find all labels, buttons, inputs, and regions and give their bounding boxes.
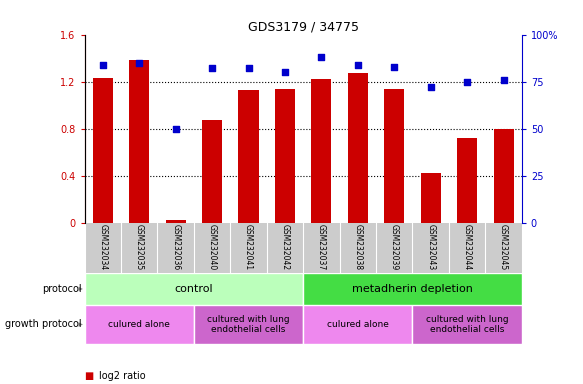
Bar xyxy=(129,60,149,223)
Text: GSM232039: GSM232039 xyxy=(390,224,399,270)
Title: GDS3179 / 34775: GDS3179 / 34775 xyxy=(248,20,359,33)
Text: GSM232037: GSM232037 xyxy=(317,224,326,270)
Bar xyxy=(238,90,258,223)
Text: cultured with lung
endothelial cells: cultured with lung endothelial cells xyxy=(207,315,290,334)
Point xyxy=(98,61,107,68)
Bar xyxy=(348,73,368,223)
Bar xyxy=(494,129,514,223)
Point xyxy=(317,54,326,60)
Bar xyxy=(303,273,522,305)
Bar xyxy=(457,138,477,223)
Point xyxy=(171,126,180,132)
Bar xyxy=(202,121,222,223)
Point xyxy=(353,61,363,68)
Bar xyxy=(166,220,185,223)
Bar xyxy=(421,173,441,223)
Text: growth protocol: growth protocol xyxy=(5,319,82,329)
Bar xyxy=(93,78,113,223)
Bar xyxy=(85,305,194,344)
Bar xyxy=(85,273,303,305)
Text: cultured with lung
endothelial cells: cultured with lung endothelial cells xyxy=(426,315,508,334)
Text: GSM232044: GSM232044 xyxy=(463,224,472,270)
Text: GSM232035: GSM232035 xyxy=(135,224,143,270)
Point xyxy=(389,63,399,70)
Text: GSM232038: GSM232038 xyxy=(353,224,362,270)
Bar xyxy=(275,89,295,223)
Text: GSM232042: GSM232042 xyxy=(280,224,289,270)
Text: GSM232043: GSM232043 xyxy=(426,224,435,270)
Text: log2 ratio: log2 ratio xyxy=(99,371,146,381)
Text: GSM232034: GSM232034 xyxy=(99,224,107,270)
Text: GSM232040: GSM232040 xyxy=(208,224,216,270)
Point xyxy=(135,60,144,66)
Text: GSM232045: GSM232045 xyxy=(499,224,508,270)
Text: ■: ■ xyxy=(85,371,94,381)
Point xyxy=(208,65,217,71)
Text: control: control xyxy=(174,284,213,294)
Bar xyxy=(311,79,331,223)
Bar xyxy=(303,305,412,344)
Point xyxy=(244,65,253,71)
Point xyxy=(462,79,472,85)
Text: protocol: protocol xyxy=(42,284,82,294)
Text: culured alone: culured alone xyxy=(327,320,389,329)
Text: metadherin depletion: metadherin depletion xyxy=(352,284,473,294)
Text: GSM232036: GSM232036 xyxy=(171,224,180,270)
Point xyxy=(426,84,436,90)
Text: culured alone: culured alone xyxy=(108,320,170,329)
Bar xyxy=(194,305,303,344)
Bar xyxy=(384,89,404,223)
Point xyxy=(499,77,508,83)
Text: GSM232041: GSM232041 xyxy=(244,224,253,270)
Point xyxy=(280,69,290,75)
Bar xyxy=(412,305,522,344)
